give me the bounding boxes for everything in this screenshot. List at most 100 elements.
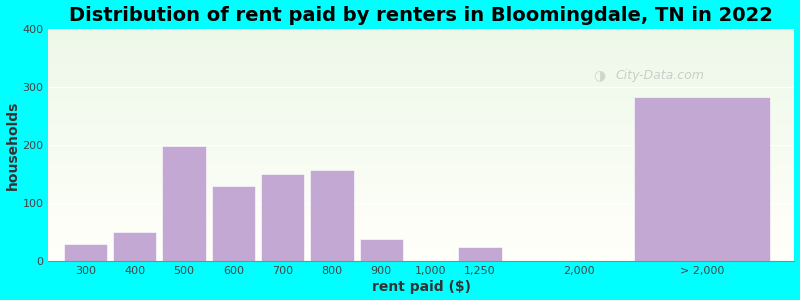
Bar xyxy=(48,134,794,135)
Bar xyxy=(48,112,794,114)
Bar xyxy=(48,197,794,199)
Bar xyxy=(48,78,794,79)
Bar xyxy=(458,247,502,261)
Bar xyxy=(48,71,794,72)
Bar xyxy=(48,87,794,88)
Bar xyxy=(48,50,794,51)
Bar xyxy=(48,165,794,166)
Bar xyxy=(48,189,794,190)
Bar xyxy=(48,190,794,192)
Bar xyxy=(48,212,794,213)
Bar xyxy=(48,124,794,125)
Bar xyxy=(48,137,794,138)
Bar xyxy=(48,68,794,70)
Bar xyxy=(48,35,794,36)
Bar xyxy=(48,223,794,224)
Bar xyxy=(48,57,794,58)
Bar xyxy=(48,99,794,100)
Bar xyxy=(48,111,794,112)
Bar xyxy=(48,52,794,53)
Bar xyxy=(48,217,794,218)
Bar xyxy=(48,153,794,154)
Bar xyxy=(48,216,794,217)
Bar xyxy=(48,146,794,148)
Bar xyxy=(48,108,794,109)
Bar xyxy=(48,86,794,87)
Bar xyxy=(48,249,794,250)
Bar xyxy=(48,206,794,207)
Bar xyxy=(48,257,794,258)
Bar xyxy=(48,245,794,246)
Bar xyxy=(48,178,794,179)
Bar xyxy=(48,171,794,172)
Bar xyxy=(48,156,794,157)
Bar xyxy=(48,208,794,209)
Bar xyxy=(48,136,794,137)
Bar xyxy=(48,65,794,66)
Bar xyxy=(48,163,794,164)
Bar xyxy=(48,194,794,195)
Bar xyxy=(48,72,794,73)
Bar xyxy=(48,185,794,186)
Bar xyxy=(48,233,794,235)
Bar xyxy=(48,43,794,44)
Bar xyxy=(212,186,255,261)
Bar xyxy=(48,122,794,123)
Bar xyxy=(48,88,794,89)
Bar xyxy=(48,161,794,163)
Bar xyxy=(48,250,794,251)
Bar xyxy=(48,121,794,122)
Bar xyxy=(48,129,794,130)
Bar xyxy=(48,114,794,115)
Bar xyxy=(48,34,794,35)
Bar xyxy=(48,82,794,83)
Bar xyxy=(48,29,794,30)
Bar xyxy=(48,115,794,116)
Bar xyxy=(48,98,794,99)
Bar xyxy=(48,180,794,181)
Bar xyxy=(48,196,794,197)
Bar xyxy=(48,168,794,169)
Bar xyxy=(48,74,794,75)
Bar xyxy=(48,100,794,101)
Bar xyxy=(48,103,794,104)
Bar xyxy=(48,213,794,214)
Bar xyxy=(48,37,794,38)
Bar xyxy=(48,44,794,45)
Bar xyxy=(162,146,206,261)
Bar xyxy=(48,42,794,43)
Bar xyxy=(48,193,794,194)
Bar xyxy=(48,220,794,221)
Bar xyxy=(48,30,794,31)
Bar xyxy=(48,92,794,93)
Bar xyxy=(48,127,794,128)
Bar xyxy=(48,45,794,46)
Bar xyxy=(48,39,794,41)
Bar xyxy=(48,75,794,76)
Bar xyxy=(48,91,794,92)
Bar xyxy=(360,239,403,261)
Bar xyxy=(48,236,794,237)
Bar xyxy=(48,83,794,85)
Bar xyxy=(48,238,794,239)
Y-axis label: households: households xyxy=(6,100,19,190)
Bar xyxy=(48,63,794,64)
Bar xyxy=(48,131,794,132)
Bar xyxy=(48,36,794,37)
Bar xyxy=(48,256,794,257)
Bar xyxy=(48,166,794,167)
Bar xyxy=(48,132,794,134)
Bar xyxy=(48,55,794,56)
Bar xyxy=(48,188,794,189)
Bar xyxy=(48,143,794,144)
Bar xyxy=(48,101,794,102)
Bar xyxy=(48,61,794,63)
Bar xyxy=(48,85,794,86)
Bar xyxy=(48,116,794,117)
Bar xyxy=(48,229,794,230)
Bar xyxy=(48,31,794,32)
Bar xyxy=(48,64,794,65)
Bar xyxy=(48,151,794,152)
Text: City-Data.com: City-Data.com xyxy=(615,69,704,82)
Bar xyxy=(48,130,794,131)
